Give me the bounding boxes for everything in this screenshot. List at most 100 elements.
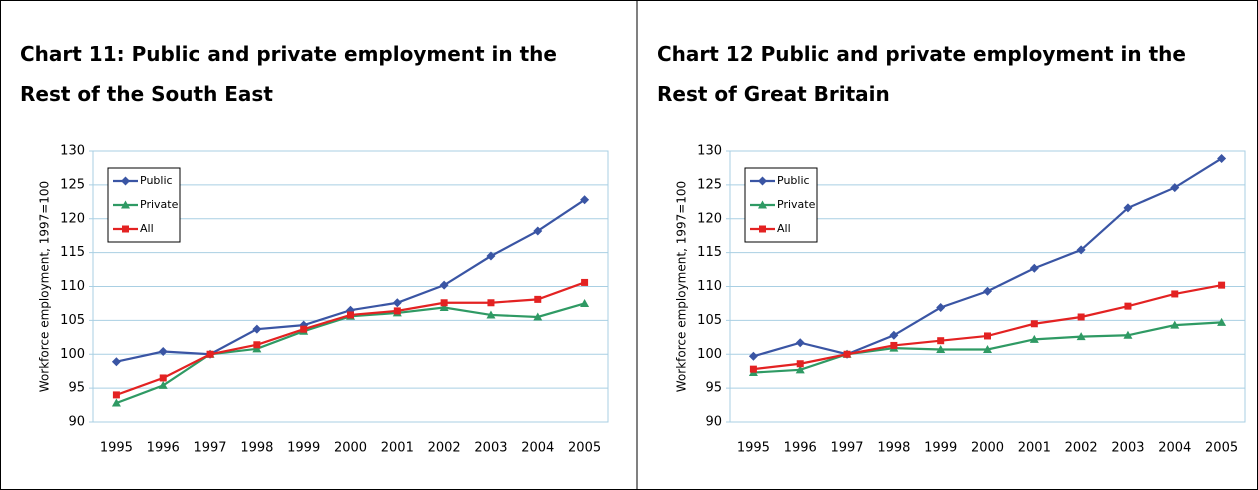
x-tick-label: 2000 [334,441,367,456]
plot-border [92,150,609,423]
legend-label: Public [140,174,173,187]
marker [158,347,168,357]
marker [983,345,992,354]
y-tick-label: 100 [697,347,722,362]
y-tick-label: 125 [697,177,722,192]
marker [486,251,496,261]
y-tick-label: 90 [68,415,85,430]
legend-marker [758,176,767,186]
y-tick-label: 115 [697,245,722,260]
x-tick-label: 2001 [381,441,414,456]
y-tick-label: 90 [705,415,722,430]
x-tick-label: 1996 [784,441,817,456]
series-line [116,281,585,396]
y-tick-label: 95 [705,381,722,396]
x-tick-label: 2004 [521,441,554,456]
marker [252,324,262,334]
marker [1171,290,1179,298]
x-tick-label: 2005 [1205,441,1238,456]
marker [1077,313,1085,321]
plot-border [729,150,1246,423]
series-line [116,198,586,363]
marker [1029,263,1039,273]
marker [1217,317,1227,326]
x-tick-label: 1998 [240,441,273,456]
marker [439,303,449,312]
y-tick-label: 110 [697,279,722,294]
legend-marker [759,225,766,233]
marker [1218,281,1226,289]
series-line [753,157,1223,358]
marker [580,195,590,205]
y-axis-label: Workforce employment, 1997=100 [675,181,689,392]
marker [936,345,946,354]
marker [252,344,262,353]
marker [393,307,401,315]
y-tick-label: 100 [60,347,85,362]
y-tick-label: 105 [697,313,722,328]
marker [111,357,121,367]
marker [748,351,758,361]
marker [1170,320,1180,329]
chart-title: Chart 12 Public and private employment i… [657,42,1186,106]
marker [1030,320,1038,328]
x-tick-label: 2001 [1018,441,1051,456]
y-tick-label: 115 [60,245,85,260]
marker [533,312,543,321]
y-tick-label: 120 [60,211,85,226]
x-tick-label: 1999 [287,441,320,456]
marker [890,341,898,349]
x-tick-label: 2002 [428,441,461,456]
y-tick-label: 110 [60,279,85,294]
legend-marker [121,200,130,209]
marker [1076,245,1086,255]
marker [206,350,214,358]
marker [937,337,945,345]
marker [749,365,757,373]
marker [796,360,804,368]
marker [1029,334,1039,343]
x-tick-label: 1996 [147,441,180,456]
marker [1123,330,1133,339]
marker [440,299,448,307]
marker [1124,302,1132,310]
x-tick-label: 1997 [830,441,863,456]
legend-label: Private [140,198,179,211]
x-tick-label: 2004 [1158,441,1191,456]
marker [1076,332,1086,341]
marker [581,278,589,286]
x-tick-label: 2003 [474,441,507,456]
chart-title: Chart 11: Public and private employment … [20,42,557,106]
y-tick-label: 130 [697,144,722,159]
marker [580,298,590,307]
y-tick-label: 95 [68,381,85,396]
legend-marker [121,176,130,186]
marker [795,365,805,374]
x-tick-label: 1999 [924,441,957,456]
marker [392,298,402,308]
legend-label: All [140,222,154,235]
marker [487,299,495,307]
marker [795,338,805,348]
y-tick-label: 105 [60,313,85,328]
marker [533,226,543,236]
y-tick-label: 130 [60,144,85,159]
legend-label: Private [777,198,816,211]
marker [486,310,496,319]
x-tick-label: 1998 [877,441,910,456]
legend-label: All [777,222,791,235]
marker [936,303,946,313]
marker [1123,203,1133,213]
marker [534,295,542,303]
marker [158,380,168,389]
series-line [753,284,1222,371]
x-tick-label: 2003 [1111,441,1144,456]
marker [347,311,354,319]
legend-marker [758,200,767,209]
marker [112,391,120,399]
marker [439,280,449,290]
x-tick-label: 2005 [568,441,601,456]
marker [253,341,261,349]
